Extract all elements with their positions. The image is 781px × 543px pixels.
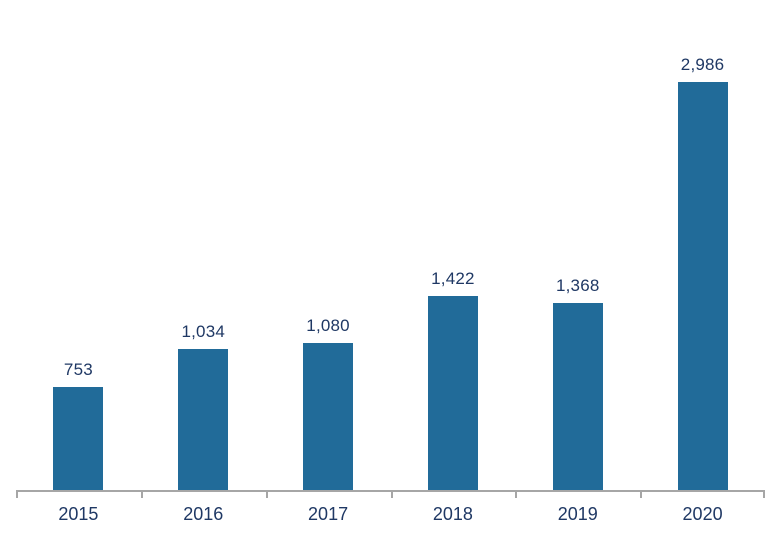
x-axis-tick	[265, 490, 268, 498]
bar-2016	[178, 349, 229, 490]
x-axis-tick	[390, 490, 393, 498]
bar-2018	[427, 296, 478, 490]
x-tick-label-2015: 2015	[58, 504, 99, 524]
x-tick-label-2019: 2019	[557, 504, 598, 524]
value-label-2017: 1,080	[306, 316, 350, 335]
x-axis-tick	[515, 490, 518, 498]
x-axis-tick	[16, 490, 18, 498]
x-tick-label-2017: 2017	[308, 504, 349, 524]
bar-2015	[53, 387, 104, 490]
bar-2017	[303, 343, 354, 490]
value-label-2020: 2,986	[680, 55, 725, 74]
bar-2019	[552, 303, 603, 490]
bar-2020	[677, 82, 728, 490]
x-tick-label-2020: 2020	[682, 504, 723, 524]
x-axis-tick	[640, 490, 643, 498]
value-label-2018: 1,422	[431, 269, 475, 288]
x-tick-label-2018: 2018	[432, 504, 473, 524]
value-label-2015: 753	[63, 360, 93, 379]
x-axis-tick	[763, 490, 765, 498]
x-tick-label-2016: 2016	[183, 504, 224, 524]
value-label-2019: 1,368	[555, 276, 600, 295]
x-axis-tick	[140, 490, 143, 498]
value-label-2016: 1,034	[181, 322, 226, 341]
